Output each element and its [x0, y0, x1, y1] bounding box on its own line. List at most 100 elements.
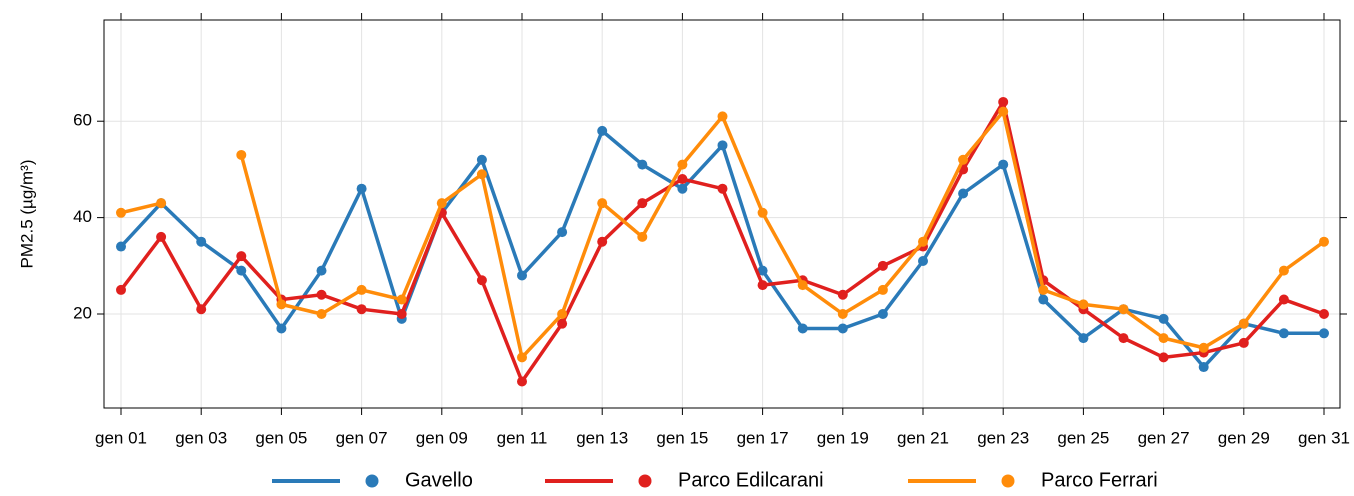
grid — [104, 20, 1340, 408]
data-point — [236, 149, 247, 160]
x-tick-label: gen 27 — [1138, 428, 1190, 447]
data-point — [1278, 265, 1289, 276]
data-point — [757, 280, 768, 291]
data-point — [1278, 294, 1289, 305]
data-point — [998, 96, 1009, 107]
data-point — [116, 241, 126, 252]
data-point — [557, 318, 568, 329]
data-point — [476, 169, 487, 180]
data-point — [1158, 352, 1169, 363]
data-point — [1118, 304, 1129, 315]
data-point — [837, 309, 848, 320]
legend-label: Gavello — [405, 469, 473, 491]
data-point — [877, 260, 888, 271]
data-point — [757, 265, 768, 276]
data-point — [1078, 299, 1089, 310]
data-point — [396, 309, 407, 320]
data-point — [1158, 313, 1169, 324]
data-point — [797, 280, 808, 291]
data-point — [597, 236, 608, 247]
data-point — [1278, 328, 1289, 339]
y-tick-label: 40 — [73, 207, 92, 226]
data-point — [236, 265, 247, 276]
data-point — [557, 227, 568, 238]
data-point — [276, 299, 287, 310]
data-point — [356, 284, 367, 295]
x-tick-label: gen 23 — [977, 428, 1029, 447]
data-point — [116, 207, 126, 218]
legend-marker — [638, 474, 652, 488]
data-point — [316, 289, 327, 300]
data-point — [1038, 284, 1049, 295]
data-point — [1238, 337, 1249, 348]
x-tick-label: gen 01 — [95, 428, 147, 447]
data-point — [1319, 328, 1329, 339]
data-point — [918, 236, 928, 247]
data-point — [436, 198, 447, 209]
data-point — [396, 294, 407, 305]
legend-marker — [1001, 474, 1015, 488]
legend-label: Parco Edilcarani — [678, 469, 824, 491]
data-point — [196, 236, 207, 247]
x-tick-label: gen 17 — [737, 428, 789, 447]
data-point — [517, 270, 527, 281]
data-point — [958, 188, 969, 199]
data-point — [597, 198, 608, 209]
data-point — [717, 183, 728, 194]
data-point — [998, 106, 1009, 117]
plot-frame — [103, 19, 1341, 409]
series-line — [120, 109, 1326, 360]
x-tick-label: gen 31 — [1298, 428, 1350, 447]
data-point — [877, 309, 888, 320]
data-point — [757, 207, 768, 218]
x-tick-label: gen 03 — [175, 428, 227, 447]
data-point — [717, 111, 728, 122]
data-point — [677, 159, 688, 170]
data-point — [1078, 333, 1089, 344]
y-axis-label: PM2.5 (µg/m³) — [17, 160, 36, 269]
data-point — [797, 323, 808, 334]
data-point — [1238, 318, 1249, 329]
data-point — [677, 183, 688, 194]
x-tick-label: gen 09 — [416, 428, 468, 447]
data-point — [637, 159, 648, 170]
data-point — [156, 198, 167, 209]
data-point — [1198, 342, 1209, 353]
data-point — [1038, 294, 1049, 305]
y-tick-label: 20 — [73, 303, 92, 322]
data-point — [196, 304, 207, 315]
x-tick-label: gen 15 — [656, 428, 708, 447]
y-tick-label: 60 — [73, 111, 92, 130]
data-point — [918, 255, 928, 266]
data-point — [156, 231, 167, 242]
x-tick-label: gen 25 — [1057, 428, 1109, 447]
data-point — [316, 265, 327, 276]
data-point — [356, 183, 367, 194]
data-point — [637, 231, 648, 242]
data-point — [316, 309, 327, 320]
data-point — [877, 284, 888, 295]
data-point — [517, 376, 527, 387]
x-tick-label: gen 07 — [336, 428, 388, 447]
data-point — [476, 154, 487, 165]
data-point — [958, 154, 969, 165]
legend-marker — [365, 474, 379, 488]
data-point — [998, 159, 1009, 170]
legend-label: Parco Ferrari — [1041, 469, 1158, 491]
x-tick-label: gen 21 — [897, 428, 949, 447]
data-point — [1118, 333, 1129, 344]
x-tick-label: gen 05 — [255, 428, 307, 447]
series-line — [119, 129, 1324, 369]
data-point — [517, 352, 527, 363]
data-point — [1158, 333, 1169, 344]
data-point — [837, 289, 848, 300]
x-tick-label: gen 19 — [817, 428, 869, 447]
data-point — [1319, 309, 1329, 320]
data-point — [356, 304, 367, 315]
data-point — [236, 251, 247, 262]
x-tick-label: gen 13 — [576, 428, 628, 447]
data-point — [837, 323, 848, 334]
data-point — [1319, 236, 1329, 247]
data-point — [276, 323, 287, 334]
